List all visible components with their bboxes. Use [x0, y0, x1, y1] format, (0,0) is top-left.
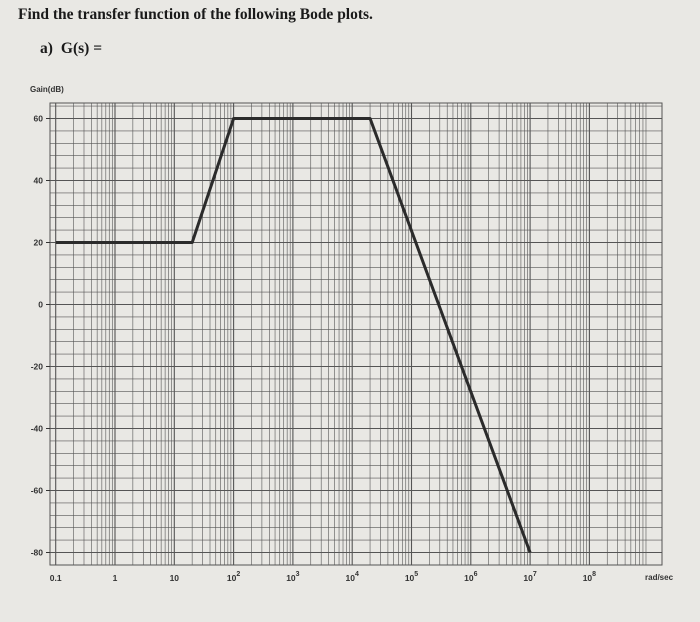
y-tick-label: 20 — [34, 238, 44, 248]
x-tick-label: 10 — [170, 573, 180, 583]
question-part-a: a) G(s) = — [40, 40, 110, 58]
y-axis-ticks: 60 40 20 0 -20 -40 -60 -80 — [31, 114, 50, 558]
y-axis-label: Gain(dB) — [30, 85, 64, 94]
x-tick-label: 1 — [113, 573, 118, 583]
y-tick-label: -80 — [31, 548, 44, 558]
y-tick-label: 40 — [34, 176, 44, 186]
transfer-function-expression: G(s) = — [60, 40, 103, 57]
y-tick-label: 60 — [34, 114, 44, 124]
x-tick-label: 106 — [464, 571, 477, 583]
x-tick-label: 103 — [286, 571, 299, 583]
plot-frame — [49, 102, 663, 566]
y-tick-label: -20 — [31, 362, 44, 372]
x-tick-label: 108 — [583, 571, 596, 583]
x-tick-label: 0.1 — [50, 573, 62, 583]
y-tick-label: -40 — [31, 424, 44, 434]
y-tick-label: -60 — [31, 486, 44, 496]
series-lines — [55, 117, 532, 554]
part-label: a) — [40, 40, 53, 57]
x-tick-label: 102 — [227, 571, 240, 583]
x-axis-label: rad/sec — [645, 573, 674, 582]
x-tick-label: 104 — [346, 571, 359, 583]
x-tick-label: 105 — [405, 571, 418, 583]
question-title: Find the transfer function of the follow… — [18, 6, 373, 23]
x-axis-ticks: 0.1 1 10 102 103 104 105 106 107 108 — [50, 571, 596, 583]
y-tick-label: 0 — [38, 300, 43, 310]
grid — [49, 102, 663, 566]
magnitude-line — [55, 117, 532, 554]
x-tick-label: 107 — [523, 571, 536, 583]
axis-labels: Gain(dB) rad/sec — [30, 85, 674, 582]
